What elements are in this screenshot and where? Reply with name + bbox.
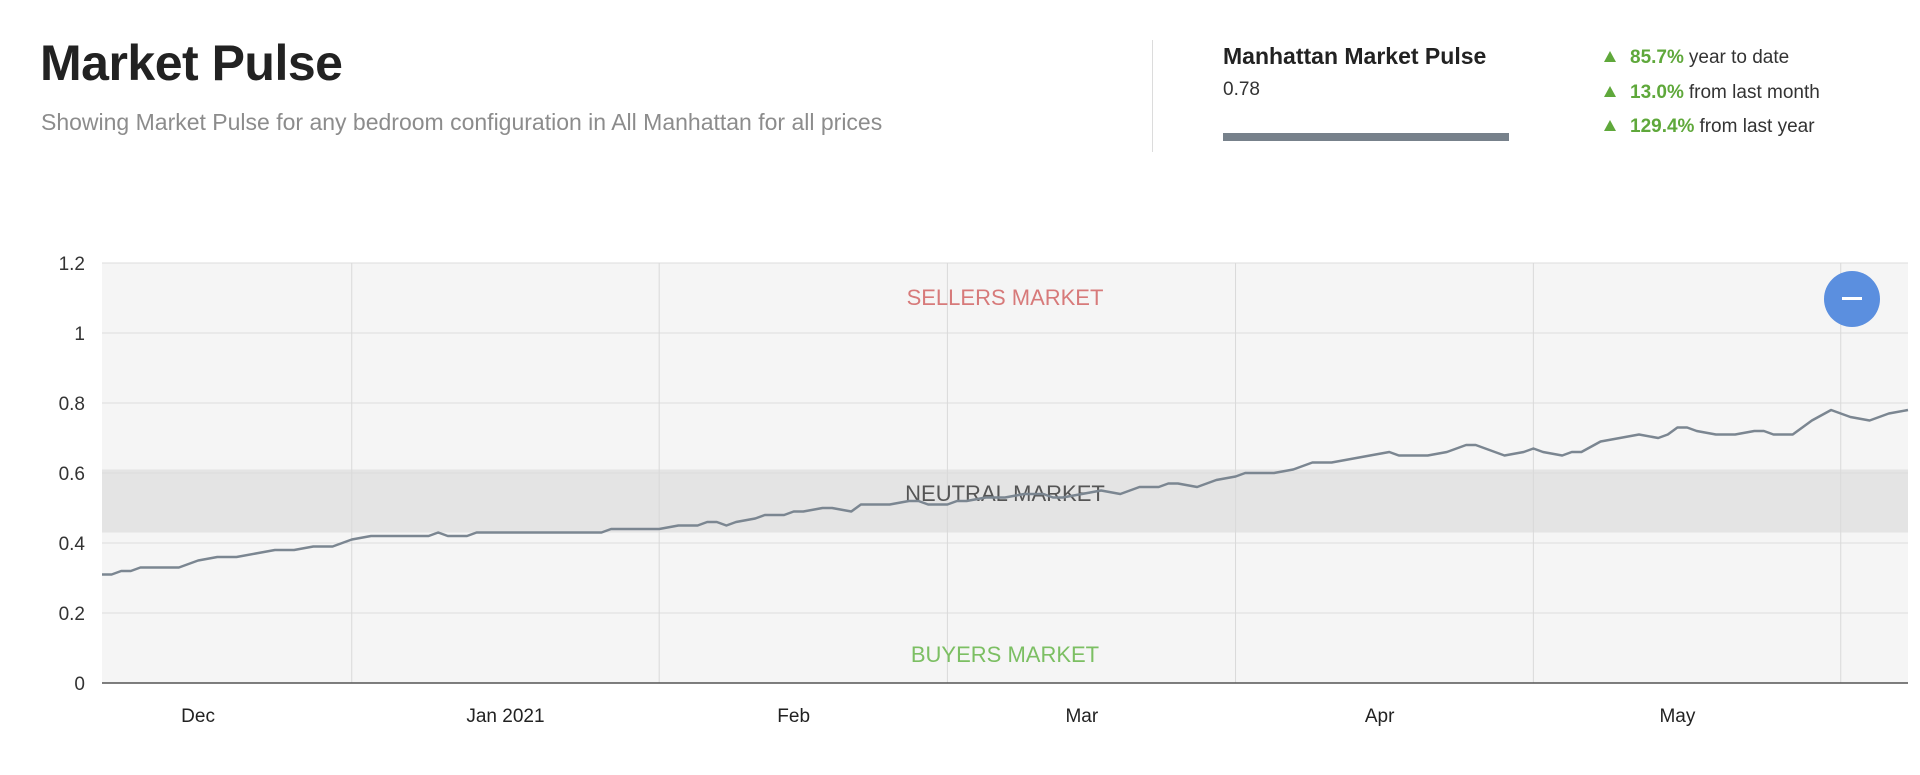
page-subtitle: Showing Market Pulse for any bedroom con… (41, 109, 883, 135)
stat-percent: 129.4% (1630, 116, 1695, 137)
up-arrow-icon (1604, 85, 1616, 97)
pulse-value: 0.78 (1223, 79, 1260, 100)
stat-from-last-month: 13.0% from last month (1604, 82, 1820, 117)
minus-icon (1842, 297, 1862, 300)
neutral-market-band (102, 469, 1908, 533)
y-tick-label: 0.4 (59, 534, 86, 555)
sellers-market-label: SELLERS MARKET (907, 285, 1104, 310)
stat-label: from last year (1699, 116, 1815, 137)
neutral-market-label: NEUTRAL MARKET (905, 481, 1105, 506)
x-tick-label: Dec (181, 706, 215, 727)
change-stats: 85.7% year to date 13.0% from last month 1… (1604, 47, 1820, 151)
pulse-indicator-bar (1223, 133, 1509, 141)
up-arrow-icon (1604, 51, 1616, 62)
collapse-button[interactable] (1824, 271, 1880, 327)
x-tick-label: Jan 2021 (466, 706, 544, 727)
x-tick-label: May (1659, 706, 1695, 727)
y-tick-label: 1.2 (59, 254, 85, 275)
page-title: Market Pulse (40, 35, 343, 91)
y-tick-label: 0.8 (59, 394, 85, 415)
stat-label: year to date (1688, 47, 1790, 68)
y-tick-label: 0 (74, 674, 85, 695)
series-line (102, 408, 1909, 576)
x-tick-label: Feb (777, 706, 810, 727)
x-tick-label: Apr (1365, 706, 1395, 727)
stat-from-last-year: 129.4% from last year (1604, 116, 1820, 151)
header-divider (1152, 40, 1153, 152)
buyers-market-label: BUYERS MARKET (911, 642, 1099, 667)
y-tick-label: 0.2 (59, 604, 85, 625)
pulse-title: Manhattan Market Pulse (1223, 43, 1487, 69)
stat-year-to-date: 85.7% year to date (1604, 47, 1820, 82)
y-tick-label: 1 (74, 324, 85, 345)
stat-label: from last month (1688, 81, 1820, 103)
up-arrow-icon (1604, 120, 1616, 131)
stat-percent: 85.7% (1630, 47, 1684, 68)
y-tick-label: 0.6 (59, 464, 85, 485)
x-tick-label: Mar (1065, 706, 1098, 727)
stat-percent: 13.0% (1630, 81, 1684, 103)
